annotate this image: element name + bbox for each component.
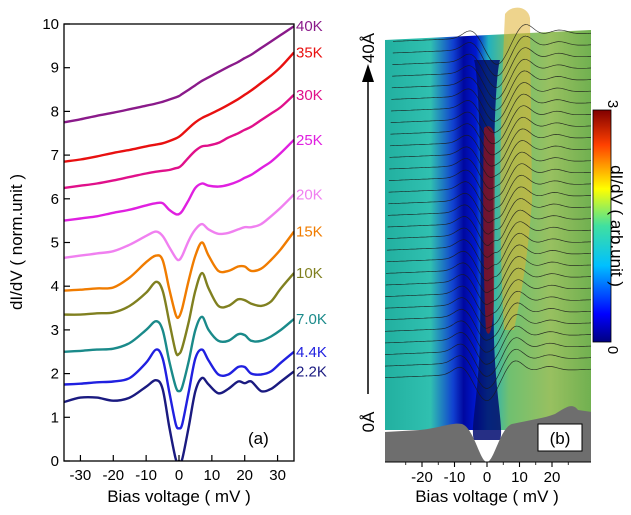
colorbar-title: dI/dV ( arb.unit ): [607, 165, 626, 287]
trace-line: [391, 70, 591, 111]
panel-b-spatial-end-label: 40Å: [359, 32, 378, 63]
panel-b-plot: -20 -10 0 10 20 40Å 0Å (b) Bias voltage ( mV…: [359, 7, 626, 506]
y-tick-label: 9: [51, 60, 59, 77]
panel-a-curves: [64, 25, 294, 461]
x-tick-label: -20: [102, 467, 124, 484]
panel-b-tag-box: [537, 423, 583, 452]
series-line-10K: [64, 271, 294, 357]
trace-line: [385, 337, 591, 377]
temperature-label-15K: 15K: [296, 224, 323, 241]
x-tick-label: 0: [483, 469, 491, 486]
trace-line: [387, 221, 591, 258]
y-tick-label: 5: [51, 235, 59, 252]
y-tick-label: 1: [51, 409, 59, 426]
trace-line: [387, 198, 591, 235]
y-tick-label: 8: [51, 103, 59, 120]
x-tick-label: 20: [544, 469, 561, 486]
panel-a-tag: (a): [248, 429, 269, 448]
colorbar: [592, 109, 612, 343]
trace-line: [388, 186, 591, 224]
trace-line: [393, 24, 591, 65]
trace-line: [385, 302, 591, 341]
trace-line: [385, 267, 591, 305]
y-tick-label: 4: [51, 278, 59, 295]
x-tick-label: -10: [135, 467, 157, 484]
panel-b-xlabel: Bias voltage ( mV ): [415, 487, 559, 506]
y-tick-label: 7: [51, 147, 59, 164]
temperature-label-4.4K: 4.4K: [296, 344, 327, 361]
y-tick-label: 3: [51, 322, 59, 339]
panel-b-spatial-arrow-head: [362, 64, 374, 82]
series-line-40K: [64, 25, 294, 124]
colorbar-min-label: 0: [604, 346, 621, 354]
panel-a-ticks: 0 1 2 3 4 5 6 7 8 9 10 -30 -20 -10 0 10 20 30: [42, 16, 286, 484]
temperature-label-20K: 20K: [296, 186, 323, 203]
trace-line: [387, 209, 591, 246]
colorbar-max-label: 3: [604, 100, 621, 108]
series-line-25K: [64, 138, 294, 222]
x-tick-label: -30: [70, 467, 92, 484]
series-line-35K: [64, 51, 294, 163]
panel-a-plot: 0 1 2 3 4 5 6 7 8 9 10 -30 -20 -10 0 10 20 30 2.2K 4.4K 7.0…: [7, 16, 327, 506]
trace-line: [385, 325, 591, 365]
x-tick-label: -10: [444, 469, 466, 486]
panel-b-surface: [385, 7, 591, 462]
y-tick-label: 0: [51, 453, 59, 470]
trace-line: [389, 128, 591, 167]
series-line-7.0K: [64, 315, 294, 393]
trace-line: [392, 58, 591, 100]
trace-line: [391, 93, 591, 133]
trace-line: [385, 360, 591, 402]
trace-line: [386, 256, 591, 294]
temperature-label-30K: 30K: [296, 87, 323, 104]
trace-line: [391, 82, 591, 122]
temperature-label-10K: 10K: [296, 265, 323, 282]
x-tick-label: 30: [269, 467, 286, 484]
series-line-15K: [64, 230, 294, 320]
panel-a-xlabel: Bias voltage ( mV ): [107, 487, 251, 506]
x-tick-label: 10: [204, 467, 221, 484]
trace-line: [390, 116, 591, 156]
trace-line: [392, 47, 591, 88]
panel-a-temperature-labels: 2.2K 4.4K 7.0K 10K 15K 20K 25K 30K 35K 40K: [296, 18, 327, 380]
y-tick-label: 10: [42, 16, 59, 33]
temperature-label-35K: 35K: [296, 44, 323, 61]
series-line-30K: [64, 93, 294, 190]
trace-line: [390, 105, 591, 145]
trace-line: [392, 35, 591, 77]
x-tick-label: 10: [511, 469, 528, 486]
x-tick-label: -20: [411, 469, 433, 486]
trace-line: [385, 290, 591, 329]
trace-line: [386, 232, 591, 270]
temperature-label-25K: 25K: [296, 132, 323, 149]
trace-line: [388, 163, 591, 201]
temperature-label-7.0K: 7.0K: [296, 311, 327, 328]
trace-line: [386, 244, 591, 282]
surface-ridge-highlight: [500, 7, 532, 330]
panel-a-frame: [63, 23, 295, 462]
temperature-label-40K: 40K: [296, 18, 323, 35]
trace-line: [385, 279, 591, 317]
y-tick-label: 2: [51, 366, 59, 383]
x-tick-label: 0: [175, 467, 183, 484]
panel-b-tag: (b): [550, 429, 571, 448]
panel-b-spatial-start-label: 0Å: [359, 411, 378, 432]
surface-peak: [483, 126, 495, 334]
temperature-label-2.2K: 2.2K: [296, 363, 327, 380]
series-line-2.2K: [64, 370, 294, 461]
x-tick-label: 20: [236, 467, 253, 484]
y-tick-label: 6: [51, 191, 59, 208]
trace-line: [389, 151, 591, 190]
panel-a-ylabel: dI/dV ( norm.unit ): [7, 174, 26, 310]
panel-b-ticks: -20 -10 0 10 20: [385, 461, 591, 486]
trace-line: [385, 348, 591, 389]
trace-line: [388, 174, 591, 212]
series-line-4.4K: [64, 348, 294, 430]
trace-line: [385, 314, 591, 353]
series-line-20K: [64, 193, 294, 262]
trace-line: [389, 140, 591, 178]
